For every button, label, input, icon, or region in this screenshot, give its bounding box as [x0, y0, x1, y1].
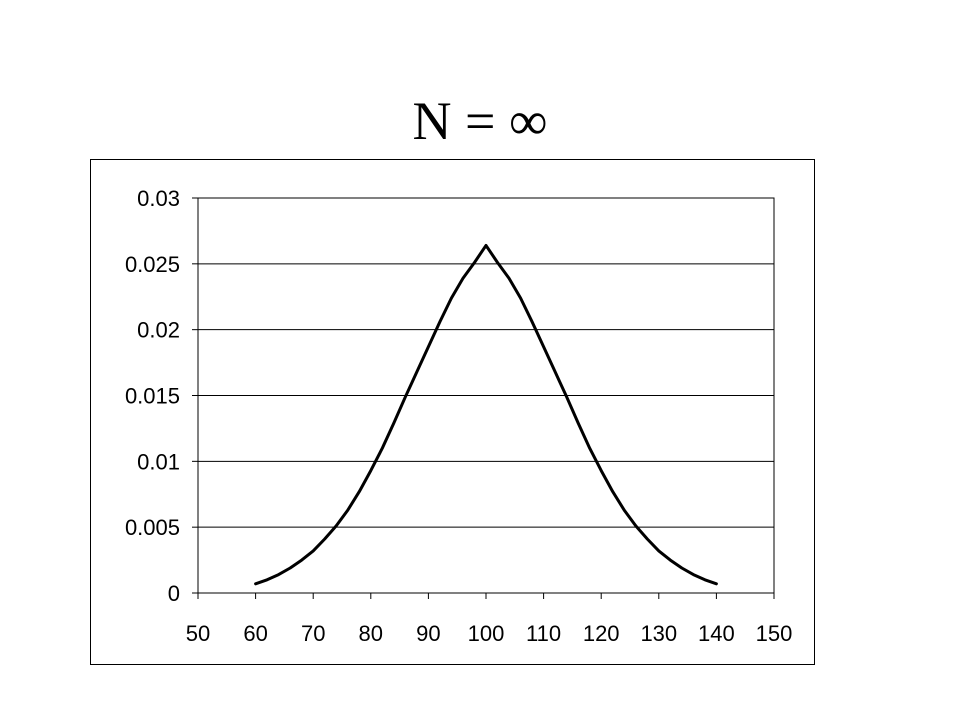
x-tick-label: 120 — [583, 621, 620, 646]
x-tick-label: 130 — [640, 621, 677, 646]
y-axis-ticks: 0 0.005 0.01 0.015 0.02 0.025 0.03 — [125, 186, 198, 606]
y-tick-label: 0.02 — [137, 318, 180, 343]
x-tick-label: 140 — [698, 621, 735, 646]
gridlines — [198, 197, 774, 594]
x-tick-label: 80 — [359, 621, 383, 646]
y-tick-label: 0.025 — [125, 252, 180, 277]
x-tick-label: 110 — [526, 621, 561, 646]
y-tick-label: 0.015 — [125, 384, 180, 409]
x-tick-label: 70 — [301, 621, 325, 646]
chart-title: N = ∞ — [412, 91, 548, 151]
x-tick-label: 90 — [416, 621, 440, 646]
y-tick-label: 0.01 — [137, 449, 180, 474]
x-tick-label: 60 — [243, 621, 267, 646]
y-tick-label: 0.005 — [125, 515, 180, 540]
y-tick-label: 0 — [168, 581, 180, 606]
y-tick-label: 0.03 — [137, 186, 180, 211]
x-axis-ticks: 50 60 70 80 90 100 110 120 130 140 150 — [186, 593, 793, 646]
series-line — [254, 243, 718, 586]
x-tick-label: 100 — [468, 621, 505, 646]
x-tick-label: 150 — [756, 621, 793, 646]
chart-area — [90, 159, 815, 665]
x-tick-label: 50 — [186, 621, 210, 646]
